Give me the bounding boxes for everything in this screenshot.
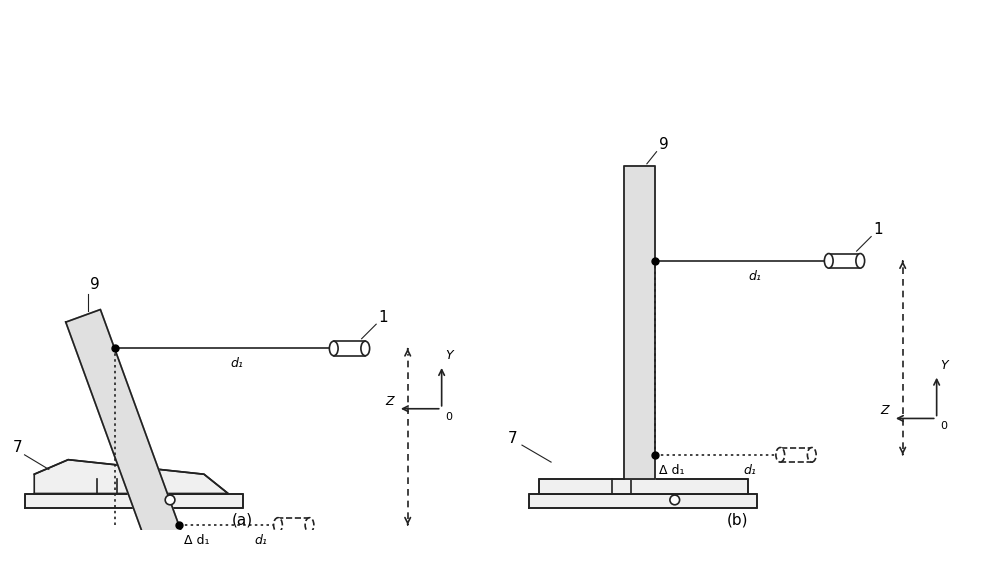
Text: 9: 9 [90,277,100,292]
Ellipse shape [361,341,370,356]
Polygon shape [278,518,309,532]
Text: 9: 9 [659,137,669,152]
Ellipse shape [776,447,785,462]
Polygon shape [529,493,757,508]
Text: Z: Z [880,404,889,417]
Polygon shape [334,341,365,356]
Text: d₁: d₁ [254,534,267,547]
Polygon shape [66,309,202,575]
Text: Δ d₁: Δ d₁ [659,463,685,477]
Polygon shape [539,479,748,493]
Text: Δ d₁: Δ d₁ [184,534,209,547]
Text: 0: 0 [941,421,948,431]
Text: 7: 7 [507,431,517,446]
Ellipse shape [329,341,338,356]
Ellipse shape [824,254,833,268]
Text: d₁: d₁ [743,463,756,477]
Ellipse shape [856,254,865,268]
Ellipse shape [807,447,816,462]
Text: 1: 1 [379,310,388,325]
Text: Z: Z [385,395,394,408]
Text: Y: Y [445,349,453,362]
Circle shape [165,495,175,505]
Text: 0: 0 [446,412,453,421]
Polygon shape [829,254,860,268]
Polygon shape [25,493,243,508]
Text: Y: Y [940,359,948,372]
Ellipse shape [305,518,314,532]
Circle shape [670,495,680,505]
Polygon shape [780,447,812,462]
Ellipse shape [274,518,282,532]
Polygon shape [624,166,655,479]
Text: 7: 7 [12,440,22,455]
Polygon shape [34,459,228,493]
Text: (a): (a) [232,512,253,528]
Text: (b): (b) [727,512,749,528]
Text: d₁: d₁ [748,270,761,282]
Text: d₁: d₁ [230,357,243,370]
Text: 1: 1 [874,222,883,237]
